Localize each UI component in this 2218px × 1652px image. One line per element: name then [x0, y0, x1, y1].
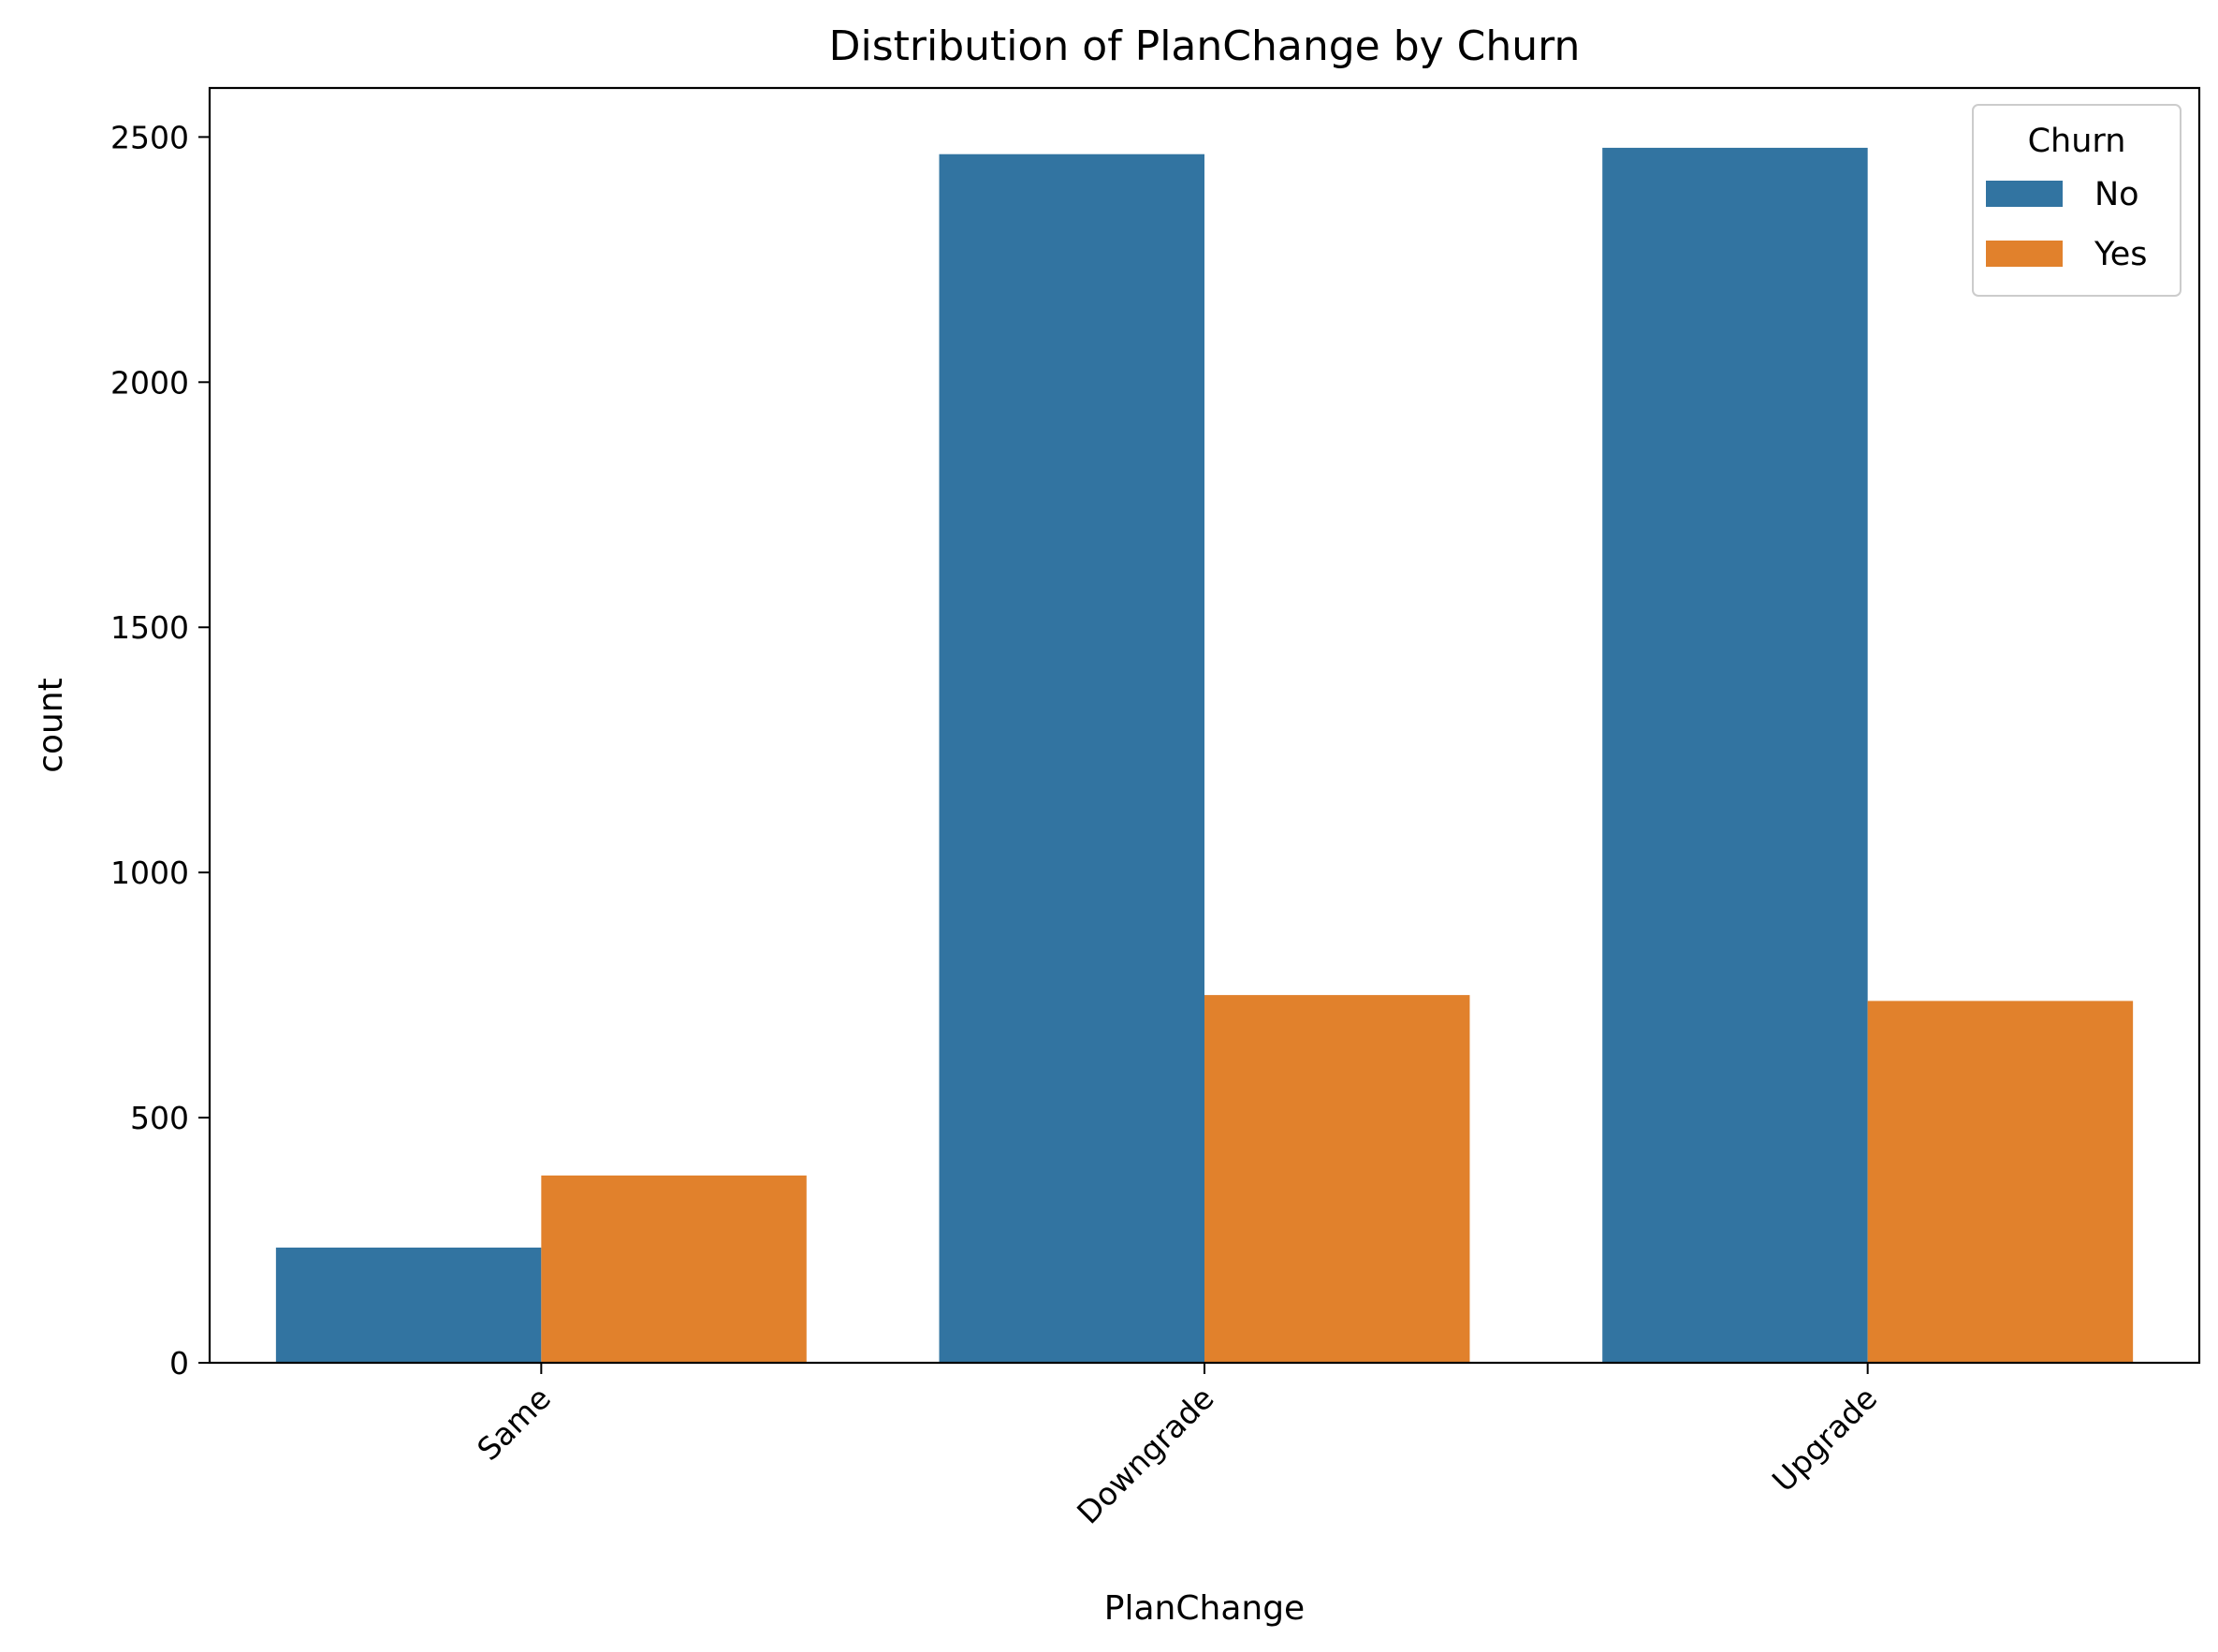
bar-downgrade-yes — [1204, 995, 1470, 1363]
y-tick-label: 1500 — [110, 609, 189, 646]
x-tick-label: Upgrade — [1765, 1380, 1884, 1498]
x-axis-label: PlanChange — [1104, 1589, 1305, 1628]
y-axis-label: count — [32, 678, 70, 773]
bar-same-no — [275, 1247, 542, 1363]
bar-downgrade-no — [939, 154, 1204, 1363]
legend-title: Churn — [2028, 123, 2126, 160]
y-tick-label: 0 — [169, 1345, 189, 1382]
y-tick-label: 2500 — [110, 119, 189, 155]
legend-swatch-yes — [1986, 241, 2063, 267]
x-axis: Same Downgrade Upgrade — [470, 1363, 1884, 1531]
y-axis: 0 500 1000 1500 2000 2500 — [110, 119, 210, 1382]
y-tick-label: 500 — [130, 1100, 189, 1136]
bar-upgrade-yes — [1867, 1001, 2134, 1363]
legend-label-no: No — [2094, 176, 2139, 213]
plot-frame — [208, 86, 2201, 1365]
x-tick-label: Downgrade — [1070, 1380, 1221, 1531]
chart-title: Distribution of PlanChange by Churn — [829, 22, 1581, 70]
y-tick-label: 1000 — [110, 855, 189, 891]
bar-same-yes — [541, 1175, 807, 1363]
y-tick-label: 2000 — [110, 364, 189, 401]
legend-swatch-no — [1986, 181, 2063, 207]
bar-upgrade-no — [1602, 147, 1868, 1364]
legend: Churn No Yes — [1972, 104, 2182, 297]
bars-layer — [275, 147, 2134, 1364]
x-tick-label: Same — [470, 1380, 558, 1468]
legend-label-yes: Yes — [2094, 236, 2148, 273]
